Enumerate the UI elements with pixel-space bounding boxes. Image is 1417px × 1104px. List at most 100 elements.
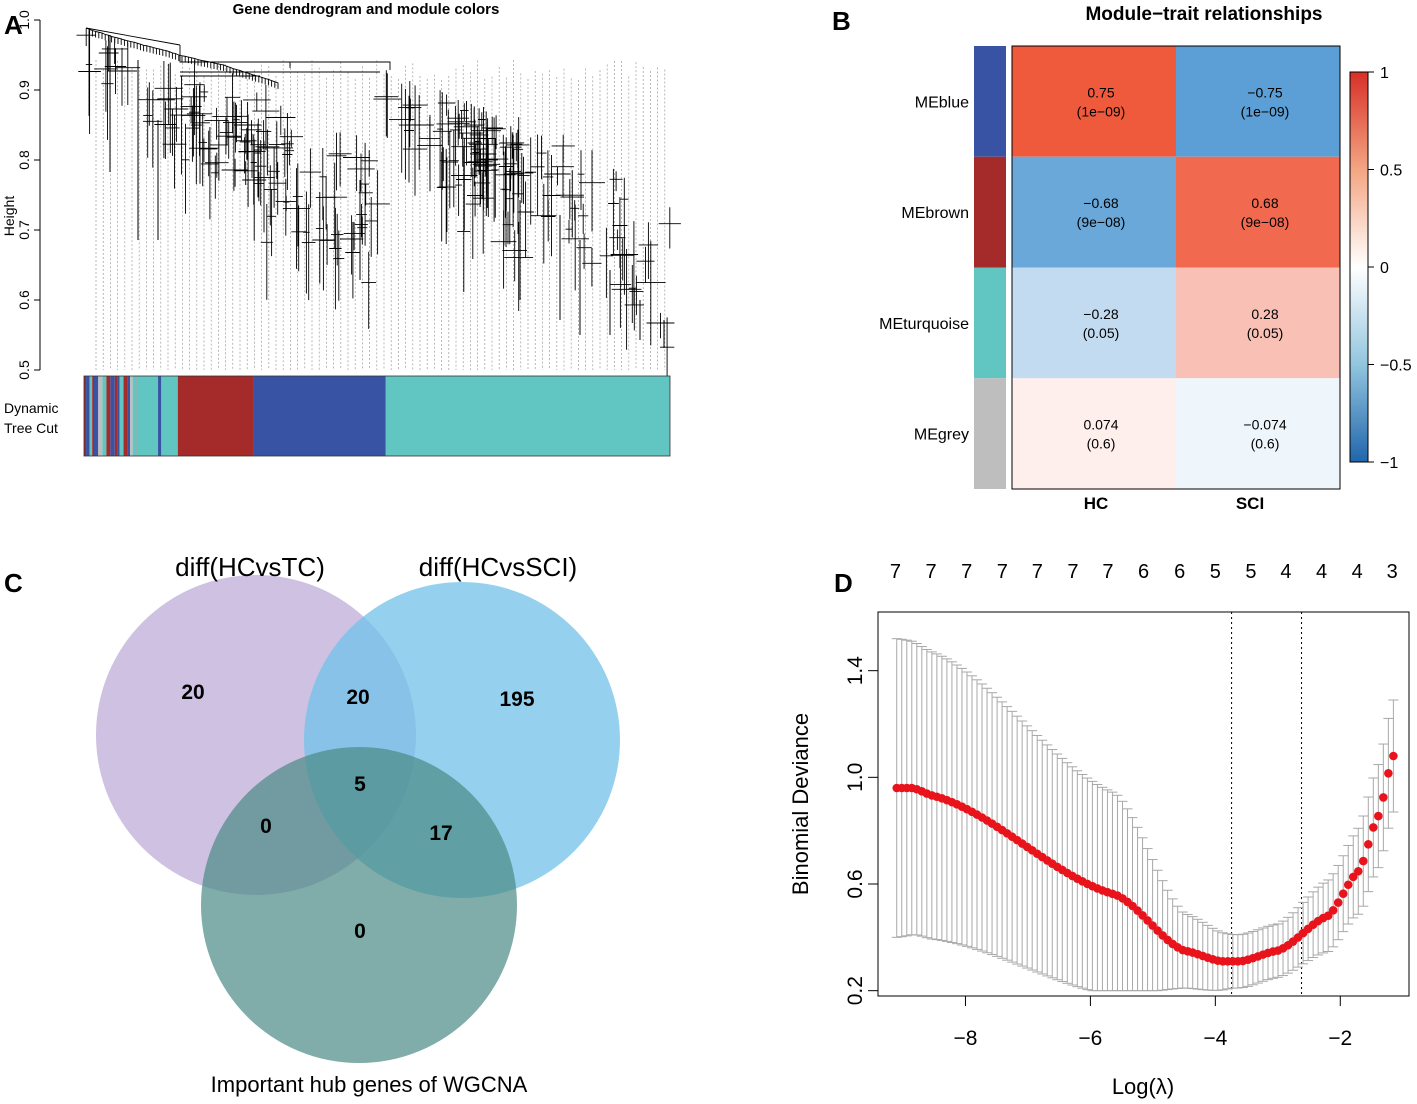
heatmap-row-labels: MEblue MEbrown MEturquoise MEgrey [879, 94, 969, 443]
color-bar-stripe [158, 376, 162, 456]
venn-count-hcvstc-hcvssci: 20 [346, 686, 369, 709]
lasso-point [1384, 769, 1393, 778]
lasso-x-tick-label: −8 [953, 1027, 977, 1050]
heatmap-cell-pvalue: (0.05) [1083, 325, 1120, 341]
color-bar-stripe [127, 376, 131, 456]
lasso-top-count: 7 [926, 561, 937, 583]
color-bar-stripe [130, 376, 133, 456]
color-bar-stripe [110, 376, 115, 456]
heatmap-cell-pvalue: (9e−08) [1077, 214, 1126, 230]
color-bar-label-line2: Tree Cut [4, 420, 58, 436]
dendrogram-branches [76, 27, 681, 392]
lasso-point [1328, 905, 1338, 915]
color-bar-stripe [102, 376, 107, 456]
lasso-y-tick-label: 0.2 [844, 976, 867, 1005]
lasso-point [1379, 793, 1388, 802]
color-bar-stripe [98, 376, 103, 456]
dendrogram-y-ticks: 0.5 0.6 0.7 0.8 0.9 1.0 [16, 10, 40, 380]
lasso-point [1348, 872, 1358, 882]
lasso-ylabel: Binomial Deviance [788, 713, 813, 895]
color-bar-stripe [132, 376, 137, 456]
venn-count-wgcna-only: 0 [354, 920, 366, 943]
lasso-cv-panel: 7 7 7 7 7 7 7 6 6 5 5 4 4 4 3 −8 −6 −4 −2 0.2 0.6 1.0 1.4 Bin… [788, 561, 1410, 1099]
color-bar-stripe [92, 376, 94, 456]
heatmap-cell-value: −0.75 [1247, 84, 1283, 100]
heatmap-panel: Module−trait relationships 0.75 (1e−09) −0… [879, 4, 1412, 513]
lasso-top-count: 6 [1138, 561, 1149, 583]
heatmap-legend-tick-label: 0.5 [1380, 163, 1402, 180]
lasso-plot-frame [877, 611, 1410, 997]
heatmap-cell-value: 0.75 [1087, 84, 1114, 100]
color-bar-stripe [93, 376, 99, 456]
heatmap-row-color-MEbrown [974, 156, 1006, 268]
color-bar-segment-brown [177, 376, 254, 456]
venn-set-label-wgcna: Important hub genes of WGCNA [211, 1072, 528, 1097]
heatmap-row-color-MEgrey [974, 378, 1006, 489]
lasso-top-count: 7 [997, 561, 1008, 583]
lasso-axes: −8 −6 −4 −2 0.2 0.6 1.0 1.4 [844, 656, 1352, 1050]
heatmap-row-colors [974, 46, 1006, 489]
heatmap-row-label: MEbrown [901, 205, 969, 222]
color-bar-stripe [106, 376, 111, 456]
heatmap-legend-tick-label: 0 [1380, 260, 1389, 277]
heatmap-cell-pvalue: (0.6) [1087, 436, 1116, 452]
heatmap-legend-tick-label: −0.5 [1380, 358, 1412, 375]
lasso-point [1363, 840, 1373, 849]
module-color-bar [83, 375, 671, 457]
heatmap-cell [1012, 46, 1176, 157]
venn-count-hcvstc-wgcna: 0 [260, 815, 272, 838]
dendrogram-title: Gene dendrogram and module colors [233, 1, 500, 18]
heatmap-cell-value: 0.074 [1083, 417, 1118, 433]
heatmap-cell [1176, 46, 1340, 157]
heatmap-legend-tick-label: 1 [1380, 65, 1389, 82]
lasso-x-tick-label: −2 [1328, 1027, 1352, 1050]
dendrogram-tree [76, 27, 681, 392]
lasso-top-count: 6 [1174, 561, 1185, 583]
lasso-y-tick-label: 0.6 [844, 869, 867, 898]
heatmap-cell-pvalue: (0.05) [1247, 325, 1284, 341]
lasso-top-count: 7 [1032, 561, 1043, 583]
heatmap-cells: 0.75 (1e−09) −0.75 (1e−09) −0.68 (9e−08) 0.68 (… [1012, 46, 1340, 489]
venn-count-all-three: 5 [354, 773, 366, 796]
venn-set-label-hcvstc: diff(HCvsTC) [175, 552, 325, 582]
lasso-top-count: 7 [1102, 561, 1113, 583]
lasso-point [1389, 751, 1398, 761]
lasso-top-count: 5 [1245, 561, 1256, 583]
venn-count-hcvstc-only: 20 [181, 681, 204, 704]
heatmap-cell-value: 0.68 [1251, 195, 1278, 211]
dendrogram-y-tick-label: 0.5 [16, 360, 32, 380]
heatmap-row-label: MEgrey [914, 427, 969, 444]
heatmap-cell-pvalue: (1e−09) [1077, 103, 1126, 119]
lasso-x-tick-label: −4 [1203, 1027, 1227, 1050]
color-bar-label-line1: Dynamic [4, 400, 58, 416]
color-bar-stripe [123, 376, 128, 456]
lasso-point [1323, 911, 1333, 921]
heatmap-color-legend [1349, 71, 1369, 463]
heatmap-cell-pvalue: (0.6) [1251, 436, 1280, 452]
heatmap-cell-pvalue: (1e−09) [1241, 103, 1290, 119]
lasso-y-tick-label: 1.4 [844, 656, 867, 686]
dendrogram-y-tick-label: 0.9 [16, 80, 32, 100]
lasso-top-count: 4 [1352, 561, 1363, 583]
lasso-point [1338, 889, 1348, 898]
heatmap-title: Module−trait relationships [1085, 4, 1322, 25]
dendrogram-y-tick-label: 0.8 [16, 150, 32, 170]
heatmap-cell [1012, 378, 1176, 489]
dendrogram-panel: Gene dendrogram and module colors Height… [1, 1, 681, 457]
lasso-point [1374, 811, 1383, 821]
lasso-xlabel: Log(λ) [1112, 1074, 1174, 1099]
color-bar-stripe [89, 376, 93, 456]
dendrogram-y-tick-label: 0.7 [16, 220, 32, 240]
venn-count-hcvssci-wgcna: 17 [429, 822, 452, 845]
lasso-x-tick-label: −6 [1078, 1027, 1102, 1050]
heatmap-cell-value: −0.28 [1083, 306, 1119, 322]
lasso-point [1343, 880, 1353, 890]
lasso-top-count: 7 [1067, 561, 1078, 583]
panel-label-d: D [834, 568, 853, 598]
heatmap-legend-tick-label: −1 [1380, 455, 1398, 472]
heatmap-cell [1176, 156, 1340, 268]
lasso-points [892, 751, 1398, 966]
color-bar-stripe [117, 376, 120, 456]
venn-count-hcvssci-only: 195 [499, 688, 534, 711]
